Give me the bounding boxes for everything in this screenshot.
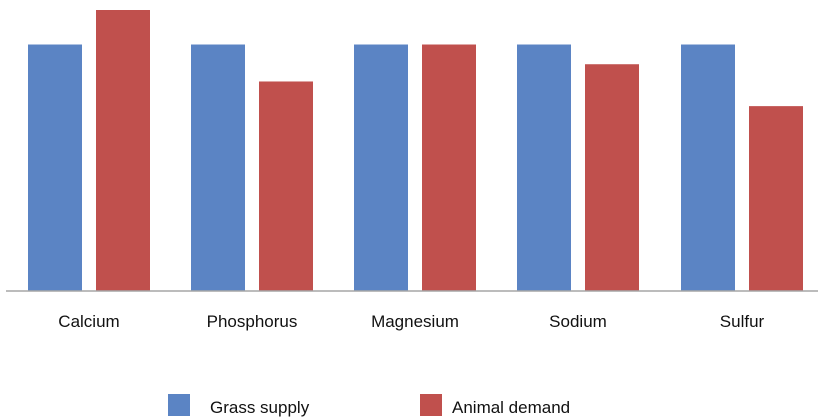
legend-label-animal-demand: Animal demand [452, 398, 570, 417]
x-tick-label-sulfur: Sulfur [720, 312, 765, 331]
bar-magnesium-animal-demand [422, 44, 476, 291]
x-tick-label-calcium: Calcium [58, 312, 119, 331]
bar-sodium-animal-demand [585, 64, 639, 291]
bar-sulfur-animal-demand [749, 106, 803, 291]
x-tick-label-magnesium: Magnesium [371, 312, 459, 331]
bar-calcium-grass-supply [28, 44, 82, 291]
legend-swatch-animal-demand [420, 394, 442, 416]
bar-sodium-grass-supply [517, 44, 571, 291]
x-tick-label-phosphorus: Phosphorus [207, 312, 298, 331]
x-tick-labels: Calcium Phosphorus Magnesium Sodium Sulfur [58, 312, 764, 331]
bar-sulfur-grass-supply [681, 44, 735, 291]
bar-phosphorus-grass-supply [191, 44, 245, 291]
legend: Grass supply Animal demand [168, 394, 570, 417]
bar-group [28, 10, 803, 291]
bar-calcium-animal-demand [96, 10, 150, 291]
legend-label-grass-supply: Grass supply [210, 398, 310, 417]
bar-magnesium-grass-supply [354, 44, 408, 291]
legend-swatch-grass-supply [168, 394, 190, 416]
bar-phosphorus-animal-demand [259, 81, 313, 291]
x-tick-label-sodium: Sodium [549, 312, 607, 331]
